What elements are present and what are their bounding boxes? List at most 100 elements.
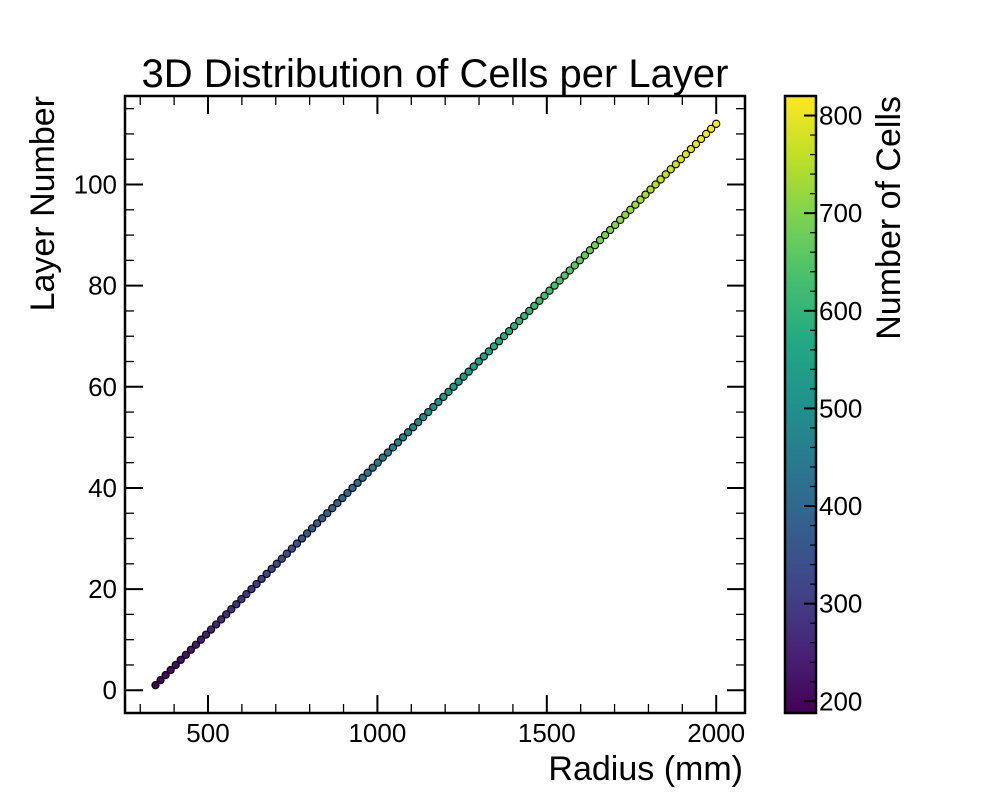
x-axis-label: Radius (mm) xyxy=(548,750,743,788)
y-tick-label: 100 xyxy=(74,170,117,200)
data-point xyxy=(646,185,655,194)
data-point xyxy=(408,423,418,432)
data-point xyxy=(469,362,478,371)
y-tick-labels: 0 20 40 60 80 100 xyxy=(74,170,117,706)
y-tick-label: 20 xyxy=(88,574,117,604)
y-tick-label: 40 xyxy=(88,473,117,503)
data-point xyxy=(671,160,680,169)
data-point xyxy=(343,488,352,498)
data-point xyxy=(504,327,514,336)
data-point xyxy=(181,650,190,659)
data-point xyxy=(333,498,342,508)
data-point xyxy=(287,544,297,553)
data-point xyxy=(282,549,291,558)
data-point xyxy=(580,251,590,260)
data-point xyxy=(206,625,216,634)
data-point xyxy=(302,529,312,538)
data-point xyxy=(616,215,625,225)
y-axis-label: Layer Number xyxy=(24,96,62,311)
data-point xyxy=(444,387,453,397)
data-point xyxy=(358,473,367,482)
data-point xyxy=(434,397,443,407)
data-point xyxy=(676,155,685,164)
data-point xyxy=(611,220,620,230)
chart-title: 3D Distribution of Cells per Layer xyxy=(142,52,729,96)
data-point xyxy=(605,225,615,235)
data-point xyxy=(691,139,701,149)
data-point xyxy=(419,412,428,422)
data-point xyxy=(338,493,347,503)
data-point xyxy=(515,316,524,326)
data-point xyxy=(191,640,201,649)
data-point xyxy=(681,150,691,159)
data-point xyxy=(499,332,509,341)
data-point xyxy=(535,296,544,305)
data-point xyxy=(353,478,362,488)
colorbar-tick-label: 600 xyxy=(819,296,862,326)
data-point xyxy=(161,670,170,680)
data-point xyxy=(651,180,660,189)
data-point xyxy=(565,266,574,275)
colorbar-tick-label: 400 xyxy=(819,491,862,521)
data-point xyxy=(449,382,458,391)
y-tick-label: 60 xyxy=(88,372,117,402)
data-point xyxy=(701,129,711,139)
y-tick-label: 0 xyxy=(103,675,117,705)
data-point xyxy=(383,448,393,457)
data-point xyxy=(429,402,438,412)
data-point xyxy=(525,306,534,316)
data-point xyxy=(494,337,504,346)
plot-frame xyxy=(123,94,747,715)
data-point xyxy=(378,453,387,462)
data-point xyxy=(540,291,549,300)
colorbar-tick-label: 200 xyxy=(819,686,862,716)
colorbar-ticks xyxy=(804,95,816,703)
data-point xyxy=(403,428,413,437)
data-point xyxy=(227,605,236,614)
data-point xyxy=(570,261,579,270)
data-point xyxy=(545,286,554,295)
data-point xyxy=(232,600,241,609)
data-point xyxy=(555,276,564,285)
x-tick-label: 1500 xyxy=(518,718,576,748)
data-point xyxy=(166,665,175,675)
data-point xyxy=(474,357,483,366)
data-point xyxy=(459,372,468,381)
data-point xyxy=(237,595,246,604)
data-point xyxy=(201,630,211,639)
data-point xyxy=(262,569,271,579)
data-point xyxy=(393,438,403,447)
data-point xyxy=(186,645,195,654)
x-tick-label: 1000 xyxy=(348,718,406,748)
minor-ticks xyxy=(125,96,745,713)
x-tick-labels: 500 1000 1500 2000 xyxy=(186,718,745,748)
data-point xyxy=(530,301,539,311)
data-point xyxy=(242,590,251,599)
data-point xyxy=(621,210,630,219)
y-tick-label: 80 xyxy=(88,271,117,301)
colorbar-tick-label: 800 xyxy=(819,101,862,131)
data-point xyxy=(328,504,337,513)
data-point xyxy=(292,539,302,548)
data-point xyxy=(636,195,645,204)
data-point xyxy=(414,418,423,427)
data-point xyxy=(267,564,276,574)
data-point xyxy=(368,463,377,472)
x-tick-label: 500 xyxy=(186,718,229,748)
data-point xyxy=(479,352,488,361)
data-point xyxy=(696,134,706,144)
data-point xyxy=(600,230,610,240)
data-point xyxy=(595,235,605,245)
data-point xyxy=(277,554,286,563)
data-point xyxy=(312,519,322,528)
data-point xyxy=(323,509,332,518)
data-point xyxy=(560,271,569,280)
x-tick-label: 2000 xyxy=(687,718,745,748)
data-point xyxy=(196,635,206,644)
data-point xyxy=(222,610,231,619)
major-ticks xyxy=(125,96,745,713)
colorbar-tick-label: 700 xyxy=(819,198,862,228)
colorbar-label: Number of Cells xyxy=(870,96,908,340)
data-point xyxy=(666,165,675,174)
